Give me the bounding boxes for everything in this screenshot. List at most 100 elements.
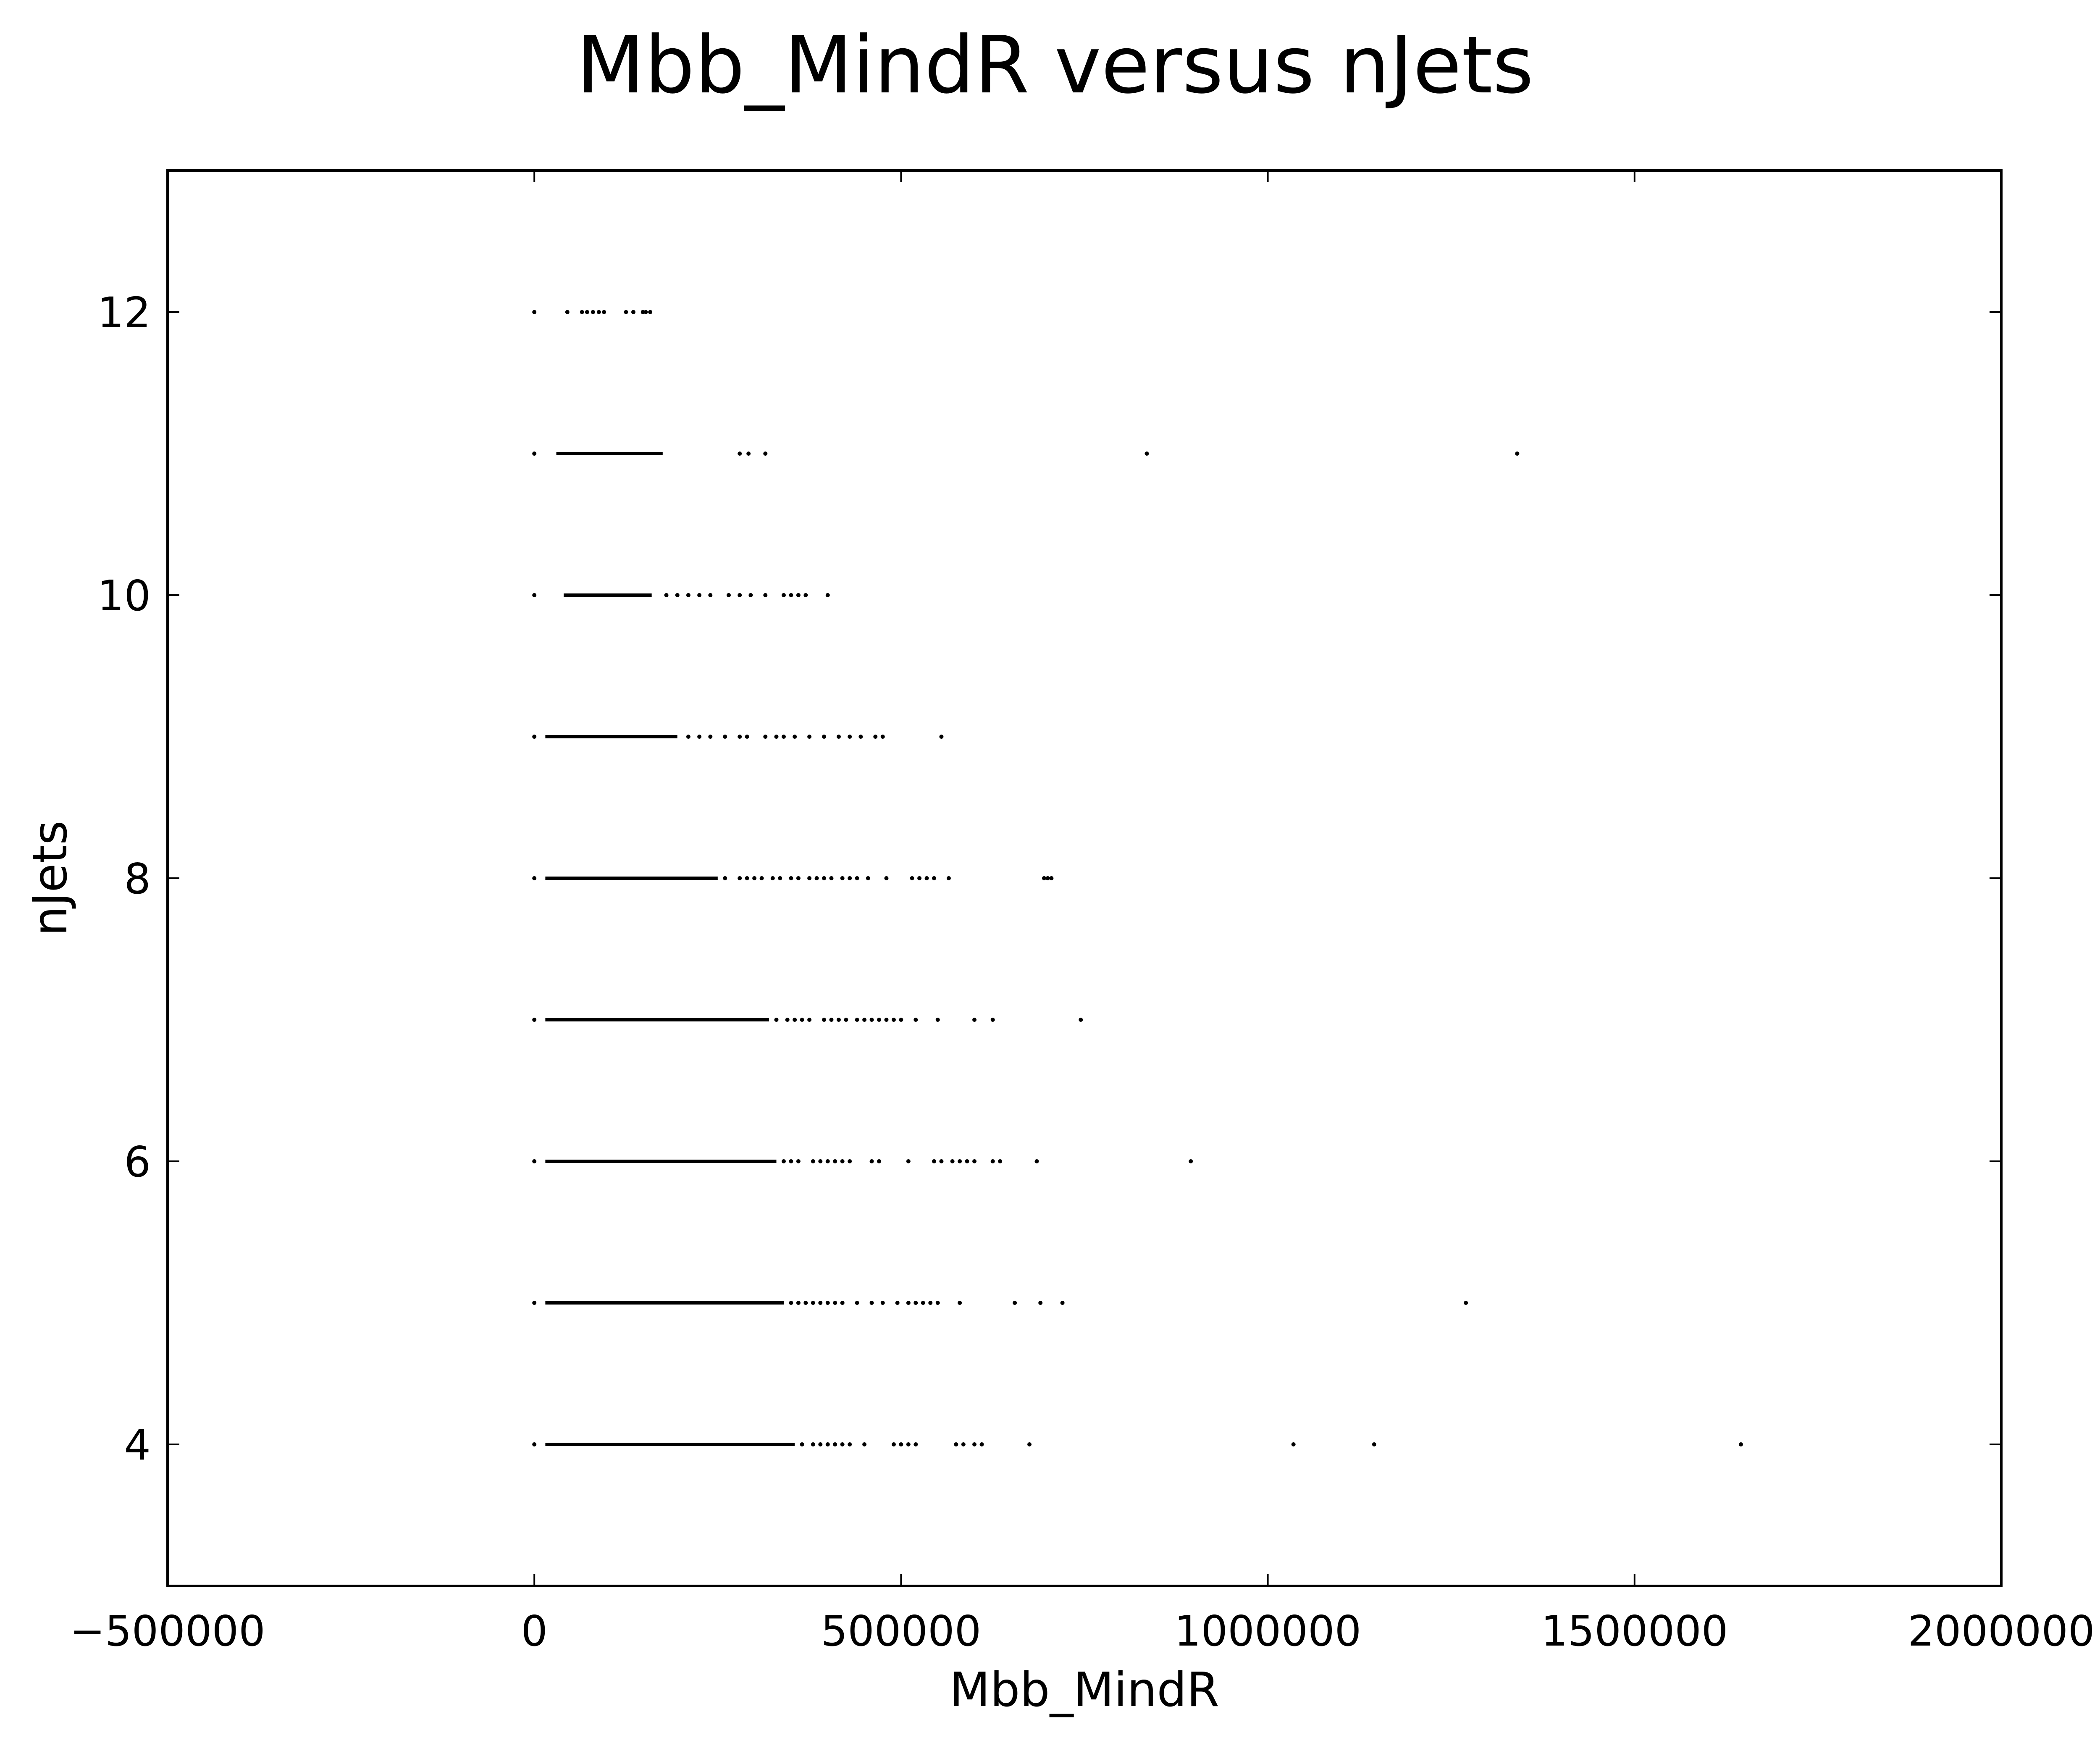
data-point (664, 593, 669, 597)
data-point (781, 593, 786, 597)
data-point (763, 735, 768, 739)
data-point (946, 876, 951, 880)
data-point (914, 1018, 918, 1022)
data-point (877, 1159, 882, 1163)
row-njets-7 (532, 1018, 1083, 1022)
data-point (746, 452, 751, 456)
data-point (954, 1442, 958, 1446)
data-point (877, 1018, 882, 1022)
y-tick-label: 12 (97, 288, 151, 337)
data-point (774, 1018, 779, 1022)
data-point (1372, 1442, 1376, 1446)
data-point (532, 876, 537, 880)
data-point (935, 1018, 940, 1022)
x-tick-label: 0 (521, 1606, 548, 1656)
data-point (833, 1301, 837, 1305)
row-njets-10 (532, 593, 830, 597)
data-point (848, 876, 852, 880)
data-point (869, 1301, 874, 1305)
data-point (829, 876, 834, 880)
data-point (624, 310, 628, 314)
row-njets-11 (532, 452, 1520, 456)
data-point (855, 1301, 859, 1305)
x-axis-label: Mbb_MindR (950, 1663, 1219, 1717)
data-point (917, 876, 922, 880)
data-point (789, 593, 793, 597)
data-point (906, 1301, 911, 1305)
data-point (965, 1159, 969, 1163)
data-point (844, 1018, 848, 1022)
data-point (1027, 1442, 1032, 1446)
data-point (565, 310, 570, 314)
data-point (532, 1159, 537, 1163)
x-tick-label: −500000 (70, 1606, 265, 1656)
data-point (532, 310, 537, 314)
row-njets-9 (532, 735, 944, 739)
data-point (532, 1301, 537, 1305)
data-point (726, 593, 731, 597)
data-point (1291, 1442, 1296, 1446)
data-point (532, 452, 537, 456)
data-point (899, 1442, 903, 1446)
data-point (818, 1442, 823, 1446)
data-point (825, 593, 830, 597)
data-point (840, 1159, 845, 1163)
row-njets-8 (532, 876, 1054, 880)
data-point (708, 593, 713, 597)
data-point (686, 593, 690, 597)
data-point (848, 1159, 852, 1163)
row-njets-5 (532, 1301, 1468, 1305)
data-point (807, 876, 812, 880)
dense-point-band (564, 593, 652, 597)
data-point (785, 1018, 790, 1022)
data-point (833, 1159, 837, 1163)
data-point (961, 1442, 966, 1446)
row-njets-6 (532, 1159, 1193, 1163)
data-point (880, 735, 885, 739)
data-point (580, 310, 584, 314)
data-point (950, 1159, 955, 1163)
data-point (793, 1018, 797, 1022)
data-point (648, 310, 653, 314)
data-point (781, 735, 786, 739)
data-point (866, 876, 870, 880)
data-point (825, 1301, 830, 1305)
data-point (778, 876, 782, 880)
data-point (1515, 452, 1520, 456)
data-point (990, 1159, 995, 1163)
data-point (708, 735, 713, 739)
data-point (891, 1442, 896, 1446)
data-point (848, 1442, 852, 1446)
data-point (862, 1442, 867, 1446)
data-point (748, 593, 753, 597)
data-point (745, 876, 749, 880)
data-point (803, 593, 808, 597)
data-point (532, 735, 537, 739)
row-njets-4 (532, 1442, 1743, 1446)
data-point (869, 1159, 874, 1163)
dense-point-band (545, 1018, 769, 1021)
data-point (990, 1018, 995, 1022)
data-point (591, 310, 595, 314)
data-point (763, 452, 768, 456)
data-point (928, 1301, 933, 1305)
data-point (1079, 1018, 1083, 1022)
data-point (958, 1159, 962, 1163)
data-point (939, 735, 944, 739)
data-point (800, 1442, 804, 1446)
data-point (1144, 452, 1149, 456)
data-point (840, 1442, 845, 1446)
data-point (822, 1018, 827, 1022)
data-point (686, 735, 690, 739)
data-point (803, 1301, 808, 1305)
data-point (906, 1159, 911, 1163)
data-point (979, 1442, 984, 1446)
data-point (848, 735, 852, 739)
data-point (796, 1301, 801, 1305)
data-point (873, 735, 878, 739)
data-point (822, 735, 827, 739)
y-tick-label: 10 (97, 571, 151, 620)
data-point (958, 1301, 962, 1305)
data-point (752, 876, 757, 880)
data-point (811, 1442, 815, 1446)
